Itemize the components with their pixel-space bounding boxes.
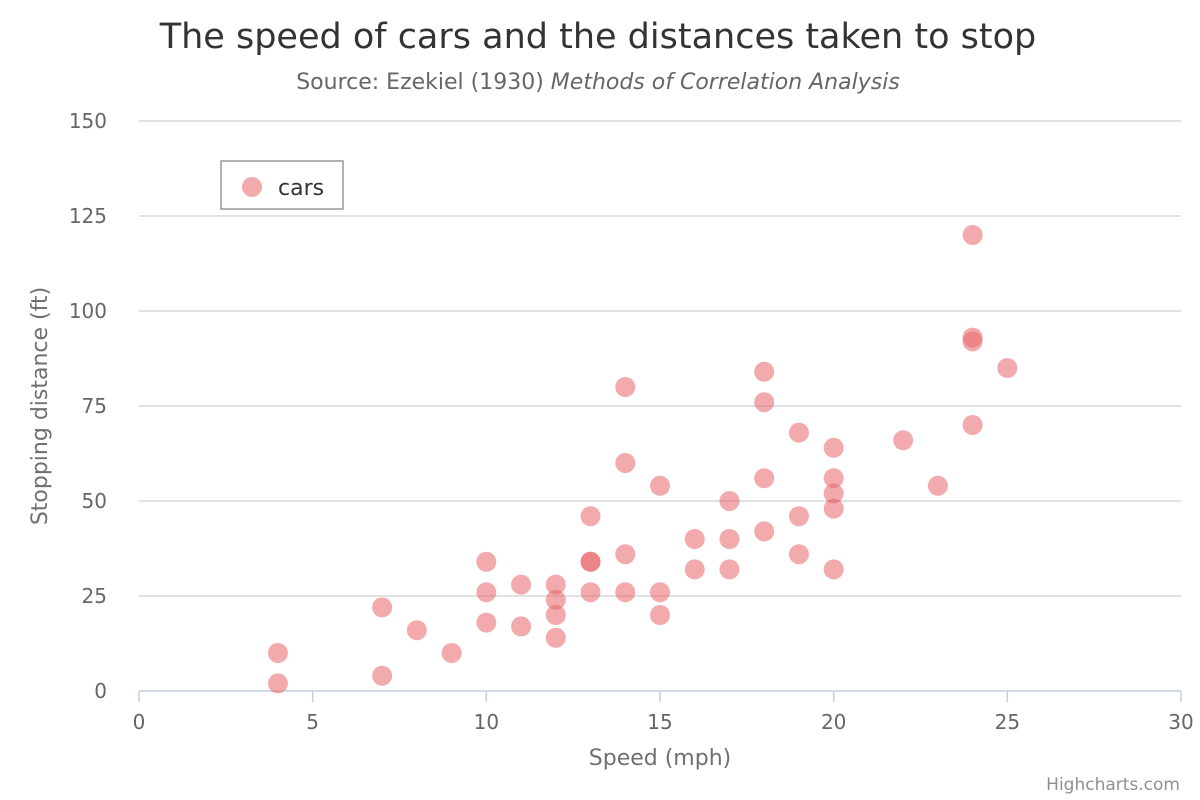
data-point[interactable] bbox=[545, 589, 566, 610]
data-point[interactable] bbox=[823, 437, 844, 458]
data-point[interactable] bbox=[511, 574, 532, 595]
x-tick-label: 10 bbox=[474, 710, 499, 734]
data-point[interactable] bbox=[372, 665, 393, 686]
data-point[interactable] bbox=[545, 627, 566, 648]
y-tick-label: 0 bbox=[94, 679, 107, 703]
x-axis-title: Speed (mph) bbox=[589, 746, 731, 771]
data-point[interactable] bbox=[893, 430, 914, 451]
data-point[interactable] bbox=[441, 643, 462, 663]
y-tick-label: 125 bbox=[69, 204, 107, 228]
legend[interactable]: cars bbox=[220, 160, 344, 210]
data-point[interactable] bbox=[754, 392, 775, 413]
legend-box bbox=[220, 160, 344, 210]
data-point[interactable] bbox=[788, 544, 809, 565]
x-tick-label: 5 bbox=[306, 710, 319, 734]
data-point[interactable] bbox=[684, 559, 705, 580]
data-point[interactable] bbox=[754, 521, 775, 542]
data-point[interactable] bbox=[580, 506, 601, 527]
data-point[interactable] bbox=[823, 483, 844, 504]
chart-subtitle-source: Source: Ezekiel (1930) bbox=[296, 70, 551, 95]
data-point[interactable] bbox=[754, 468, 775, 489]
data-point[interactable] bbox=[719, 559, 740, 580]
data-point[interactable] bbox=[580, 551, 601, 572]
y-axis: 0 25 50 75 100 125 150 bbox=[69, 109, 107, 703]
data-point[interactable] bbox=[962, 415, 983, 435]
data-point[interactable] bbox=[684, 529, 705, 549]
data-point[interactable] bbox=[719, 491, 740, 511]
legend-label-cars[interactable]: cars bbox=[278, 176, 324, 201]
data-point[interactable] bbox=[754, 361, 775, 382]
data-point[interactable] bbox=[615, 453, 636, 473]
x-tick-label: 15 bbox=[647, 710, 672, 734]
credits-link[interactable]: Highcharts.com bbox=[1046, 775, 1180, 795]
data-point[interactable] bbox=[615, 582, 636, 603]
data-point[interactable] bbox=[267, 673, 288, 694]
data-point[interactable] bbox=[962, 327, 983, 348]
data-point[interactable] bbox=[267, 643, 288, 663]
chart-subtitle: Source: Ezekiel (1930) Methods of Correl… bbox=[296, 70, 900, 95]
grid-lines bbox=[139, 120, 1181, 597]
data-point[interactable] bbox=[476, 551, 497, 572]
data-point[interactable] bbox=[650, 605, 670, 625]
data-point[interactable] bbox=[823, 498, 844, 519]
y-tick-label: 100 bbox=[69, 299, 107, 323]
data-point[interactable] bbox=[650, 582, 670, 603]
data-point[interactable] bbox=[476, 612, 497, 633]
data-point[interactable] bbox=[927, 475, 948, 496]
data-point[interactable] bbox=[650, 475, 670, 496]
data-point[interactable] bbox=[788, 422, 809, 443]
y-tick-label: 25 bbox=[82, 584, 107, 608]
y-tick-label: 150 bbox=[69, 109, 107, 133]
data-point[interactable] bbox=[719, 529, 740, 549]
data-point[interactable] bbox=[545, 605, 566, 625]
data-point[interactable] bbox=[545, 574, 566, 595]
data-point[interactable] bbox=[615, 377, 636, 397]
data-point[interactable] bbox=[823, 559, 844, 580]
chart-title: The speed of cars and the distances take… bbox=[159, 17, 1036, 57]
y-tick-label: 75 bbox=[82, 394, 107, 418]
data-point[interactable] bbox=[962, 225, 983, 245]
data-point[interactable] bbox=[615, 544, 636, 565]
x-tick-label: 20 bbox=[821, 710, 846, 734]
data-point[interactable] bbox=[511, 616, 532, 637]
legend-marker-cars bbox=[242, 177, 262, 197]
chart-subtitle-book: Methods of Correlation Analysis bbox=[551, 70, 900, 95]
data-point[interactable] bbox=[372, 597, 393, 618]
x-tick-label: 25 bbox=[995, 710, 1020, 734]
data-point[interactable] bbox=[406, 620, 427, 641]
x-axis: 0 5 10 15 20 25 30 bbox=[133, 690, 1194, 734]
x-tick-label: 30 bbox=[1168, 710, 1193, 734]
data-points bbox=[267, 225, 1018, 694]
x-tick-label: 0 bbox=[133, 710, 146, 734]
y-axis-title: Stopping distance (ft) bbox=[28, 287, 53, 525]
data-point[interactable] bbox=[580, 582, 601, 603]
data-point[interactable] bbox=[823, 468, 844, 489]
data-point[interactable] bbox=[997, 358, 1018, 378]
y-tick-label: 50 bbox=[82, 489, 107, 513]
data-point[interactable] bbox=[788, 506, 809, 527]
data-point[interactable] bbox=[476, 582, 497, 603]
